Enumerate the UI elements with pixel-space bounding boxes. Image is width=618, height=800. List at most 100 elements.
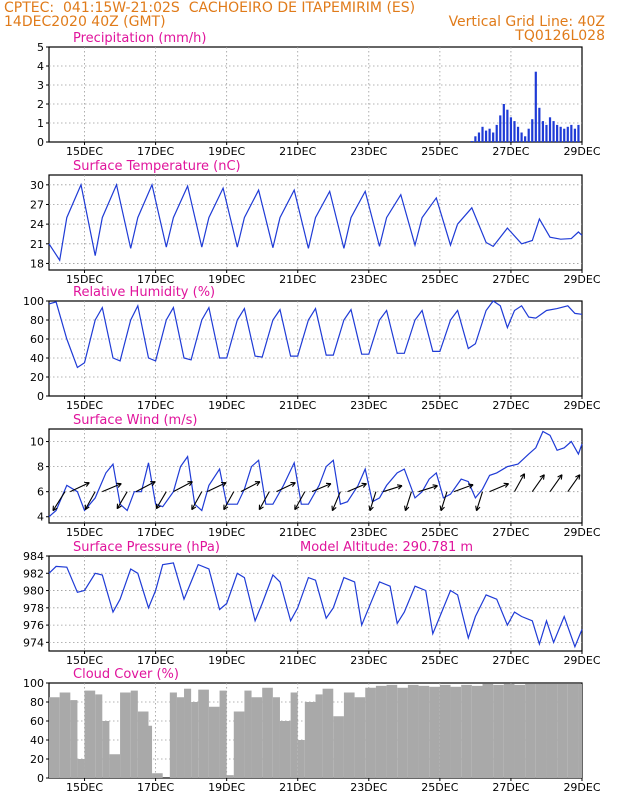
cloud-bar — [418, 685, 430, 778]
cloud-xtick-label: 27DEC — [492, 781, 529, 794]
wind-arrow-head — [404, 505, 410, 512]
cloud-xtick-label: 25DEC — [421, 781, 458, 794]
cloud-bar — [535, 683, 547, 778]
cloud-bar — [333, 716, 344, 778]
wind-arrow — [135, 481, 156, 493]
wind-arrow — [489, 483, 509, 493]
humidity-ytick-label: 0 — [37, 390, 44, 403]
cloud-bar — [567, 683, 579, 778]
cloud-bar — [525, 683, 536, 778]
temperature-title: Surface Temperature (nC) — [73, 159, 241, 174]
temperature-xtick-label: 29DEC — [563, 273, 600, 286]
pressure-frame — [48, 555, 583, 652]
wind-arrow-head — [575, 474, 581, 480]
wind-arrow-head — [503, 482, 510, 488]
cloud-bar — [343, 692, 355, 778]
cloud-bar — [322, 688, 334, 778]
precip-ytick-label: 4 — [37, 60, 44, 73]
wind-arrow — [369, 491, 377, 511]
pressure-panel: Surface Pressure (hPa) Model Altitude: 29… — [23, 540, 601, 667]
cloud-bar — [297, 740, 305, 778]
pressure-xtick-label: 27DEC — [492, 654, 529, 667]
pressure-xtick-label: 17DEC — [137, 654, 174, 667]
wind-arrow — [382, 485, 403, 493]
precip-bar — [577, 124, 580, 142]
cloud-bar — [84, 690, 96, 778]
temperature-xtick-label: 17DEC — [137, 273, 174, 286]
precip-ytick-label: 2 — [37, 98, 44, 111]
pressure-title: Surface Pressure (hPa) — [73, 540, 220, 555]
wind-xtick-label: 19DEC — [208, 526, 245, 539]
wind-arrow-head — [191, 504, 197, 511]
wind-arrow — [475, 491, 484, 511]
cloud-bar — [578, 683, 582, 778]
precip-bar — [506, 109, 509, 142]
cloud-ytick-label: 20 — [30, 753, 44, 766]
cloud-bar — [208, 706, 220, 778]
wind-arrow-head — [187, 481, 193, 487]
precip-title: Precipitation (mm/h) — [73, 31, 206, 46]
cloud-bar — [219, 690, 227, 778]
cloud-bar — [233, 711, 245, 778]
precip-xtick-label: 27DEC — [492, 145, 529, 158]
wind-arrow-head — [223, 504, 229, 511]
grid-line-note: Vertical Grid Line: 40Z — [448, 14, 605, 30]
precip-xtick-label: 25DEC — [421, 145, 458, 158]
wind-arrow — [347, 483, 367, 493]
cloud-bar — [148, 725, 153, 778]
pressure-ytick-label: 984 — [23, 550, 44, 563]
wind-ytick-label: 6 — [37, 486, 44, 499]
cloud-bar — [407, 684, 419, 778]
precip-bar — [556, 124, 559, 142]
pressure-ytick-label: 978 — [23, 602, 44, 615]
pressure-xtick-label: 15DEC — [66, 654, 103, 667]
precip-bar — [470, 141, 473, 142]
precip-bar — [488, 128, 491, 142]
cloud-xtick-label: 19DEC — [208, 781, 245, 794]
wind-xtick-label: 29DEC — [563, 526, 600, 539]
pressure-xtick-label: 19DEC — [208, 654, 245, 667]
cloud-bar — [226, 775, 234, 778]
precip-bar — [481, 126, 484, 142]
precip-bar — [495, 124, 498, 142]
wind-arrow-head — [368, 505, 374, 512]
wind-xtick-label: 15DEC — [66, 526, 103, 539]
wind-xtick-label: 21DEC — [279, 526, 316, 539]
wind-arrow — [206, 482, 227, 493]
wind-frame — [48, 428, 583, 524]
temperature-frame — [48, 174, 583, 271]
humidity-xtick-label: 21DEC — [279, 399, 316, 412]
cloud-bar — [315, 694, 323, 778]
station-title: CPTEC: 041:15W-21:02S CACHOEIRO DE ITAPE… — [4, 0, 416, 16]
precip-xtick-label: 15DEC — [66, 145, 103, 158]
wind-arrow-head — [432, 484, 438, 490]
wind-arrow — [70, 482, 90, 493]
wind-panel: Surface Wind (m/s) 4 6 8 10 15DEC 17DEC 19DEC 21… — [30, 413, 601, 539]
wind-arrow — [294, 491, 306, 510]
precip-bar — [524, 136, 527, 142]
pressure-xtick-label: 21DEC — [279, 654, 316, 667]
precip-xtick-label: 17DEC — [137, 145, 174, 158]
precip-bar — [502, 104, 505, 142]
cloud-bar — [304, 702, 316, 778]
cloud-ytick-label: 80 — [30, 696, 44, 709]
cloud-bar — [429, 686, 440, 778]
precip-bar — [513, 121, 516, 142]
cloud-bar — [251, 697, 263, 778]
cloud-panel: Cloud Cover (%) 0 20 40 60 80 100 15DEC 17DEC 19D… — [23, 667, 601, 794]
wind-arrow-head — [116, 482, 122, 488]
wind-arrow — [240, 481, 261, 493]
precip-bar — [541, 121, 545, 142]
pressure-xtick-label: 29DEC — [563, 654, 600, 667]
pressure-xtick-label: 25DEC — [421, 654, 458, 667]
cloud-bar — [130, 690, 138, 778]
precip-bar — [534, 71, 537, 142]
cloud-bar — [109, 754, 121, 778]
cloud-bar — [365, 687, 376, 778]
precip-bar — [516, 126, 520, 142]
wind-arrow-head — [439, 505, 445, 512]
wind-arrow — [311, 483, 332, 493]
cloud-bar — [137, 711, 149, 778]
wind-arrow — [549, 474, 563, 492]
